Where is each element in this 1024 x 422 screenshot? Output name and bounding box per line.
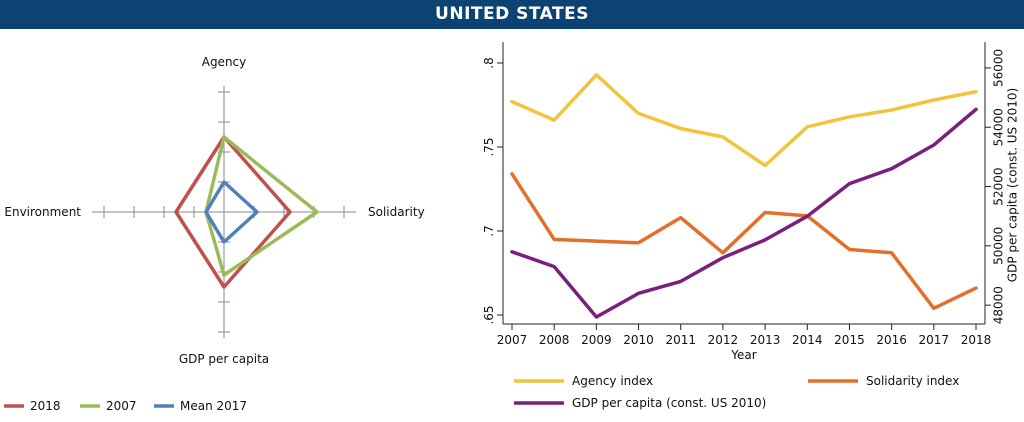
line-ticks: 2007 2008 2009 2010 2011 2012 2013 2014 2015 2016… xyxy=(482,49,1020,362)
line-legend: Agency index Solidarity index GDP per capi… xyxy=(514,374,959,410)
y-left-tick-label: .7 xyxy=(482,225,496,236)
x-tick-label-2018: 2018 xyxy=(961,333,992,347)
x-tick-label-2007: 2007 xyxy=(497,333,528,347)
x-tick-label-2015: 2015 xyxy=(834,333,865,347)
x-tick-label-2010: 2010 xyxy=(623,333,654,347)
line-series-solidarity-index xyxy=(510,172,978,311)
radar-series-2018 xyxy=(174,135,292,289)
radar-series-mean-2017 xyxy=(204,180,259,244)
radar-axis-label-solidarity: Solidarity xyxy=(368,205,425,219)
legend-label-2007: 2007 xyxy=(106,399,137,413)
x-tick-label-2014: 2014 xyxy=(792,333,823,347)
radar-legend: 2018 2007 Mean 2017 xyxy=(4,399,247,413)
radar-axis-label-agency: Agency xyxy=(202,55,247,69)
radar-series xyxy=(174,135,319,289)
x-tick-label-2008: 2008 xyxy=(539,333,570,347)
radar-axis-labels: Agency Solidarity GDP per capita Environmen… xyxy=(4,55,424,366)
line-series-agency-index xyxy=(510,73,978,168)
legend-label-gdp-per-capita-const-us-2010: GDP per capita (const. US 2010) xyxy=(572,396,766,410)
x-axis-label: Year xyxy=(730,348,756,362)
legend-label-agency-index: Agency index xyxy=(572,374,653,388)
legend-label-2018: 2018 xyxy=(30,399,61,413)
x-tick-label-2012: 2012 xyxy=(708,333,739,347)
page-title: UNITED STATES xyxy=(0,0,1024,29)
x-tick-label-2017: 2017 xyxy=(919,333,950,347)
radar-series-2007 xyxy=(204,135,319,277)
y-left-tick-label: .8 xyxy=(482,57,496,68)
y-right-tick-label-56000: 56000 xyxy=(992,49,1006,87)
x-tick-label-2016: 2016 xyxy=(876,333,907,347)
y-right-tick-label-52000: 52000 xyxy=(992,167,1006,205)
legend-label-mean-2017: Mean 2017 xyxy=(180,399,247,413)
legend-label-solidarity-index: Solidarity index xyxy=(866,374,959,388)
y-right-axis-label: GDP per capita (const. US 2010) xyxy=(1006,88,1020,282)
line-series-gdp-per-capita-const-us-2010 xyxy=(510,107,978,319)
radar-axis-label-environment: Environment xyxy=(4,205,81,219)
y-left-tick-label: .75 xyxy=(482,137,496,156)
line-frame xyxy=(502,42,986,325)
x-tick-label-2009: 2009 xyxy=(581,333,612,347)
radar-axis-label-gdp-per-capita: GDP per capita xyxy=(179,352,269,366)
x-tick-label-2011: 2011 xyxy=(665,333,696,347)
y-right-tick-label-48000: 48000 xyxy=(992,286,1006,324)
y-right-tick-label-54000: 54000 xyxy=(992,108,1006,146)
y-left-tick-label: .65 xyxy=(482,305,496,324)
line-series xyxy=(510,73,978,319)
y-right-tick-label-50000: 50000 xyxy=(992,227,1006,265)
x-tick-label-2013: 2013 xyxy=(750,333,781,347)
